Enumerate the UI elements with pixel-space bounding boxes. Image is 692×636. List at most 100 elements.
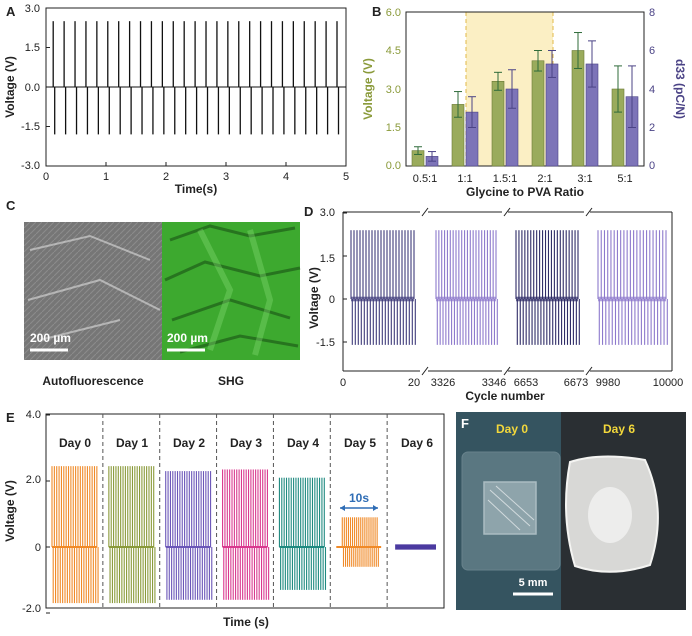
d-seg0-start: 0 (340, 377, 346, 389)
b-yl-tick-0: 6.0 (386, 7, 401, 19)
panel-a-trace (46, 21, 346, 135)
panel-f-photo: F Day 0 Day 6 5 mm (456, 412, 686, 610)
c-caption-right: SHG (218, 374, 244, 388)
a-ytick-1: 1.5 (25, 42, 40, 54)
e-ylabel: Voltage (V) (3, 480, 17, 542)
c-scale-left-label: 200 µm (30, 331, 71, 345)
panel-d-chart: 3.0 1.5 0 -1.5 0 20 3326 3346 6653 6673 … (307, 207, 683, 403)
d-ytick-1: 1.5 (320, 253, 335, 265)
b-cat-1: 1:1 (457, 173, 472, 185)
b-cat-3: 2:1 (537, 173, 552, 185)
d-break-top (503, 207, 511, 217)
e-ytick-1: 2.0 (26, 474, 41, 486)
b-yl-tick-3: 1.5 (386, 122, 401, 134)
b-yr-tick-1: 6 (649, 45, 655, 57)
e-ytick-2: 0 (35, 542, 41, 554)
b-yl-tick-1: 4.5 (386, 45, 401, 57)
b-ylabel-left: Voltage (V) (361, 58, 375, 120)
panel-e-chart: Day 0 Day 1 Day 2 Day 3 Day 4 Day 5 Day … (3, 409, 445, 629)
a-ylabel: Voltage (V) (3, 56, 17, 118)
panel-b-letter: B (372, 4, 381, 19)
panel-b-frame (405, 11, 645, 167)
panel-e-trace (51, 466, 436, 604)
a-xlabel: Time(s) (175, 182, 217, 196)
panel-c-images: 200 µm 200 µm Autofluorescence SHG (24, 222, 301, 388)
e-ytick-0: 4.0 (26, 409, 41, 421)
b-yr-tick-2: 4 (649, 84, 655, 96)
d-break-bottom (421, 366, 429, 376)
a-xtick-5: 5 (343, 171, 349, 183)
b-bar-voltage (491, 81, 505, 167)
d-ylabel: Voltage (V) (307, 267, 321, 329)
d-ytick-0: 3.0 (320, 207, 335, 219)
panel-b-bars (411, 32, 639, 167)
b-yr-tick-0: 8 (649, 7, 655, 19)
b-xlabel: Glycine to PVA Ratio (466, 185, 584, 199)
e-10s-label: 10s (349, 491, 369, 505)
a-xtick-1: 1 (103, 171, 109, 183)
c-autofluorescence-texture (24, 222, 162, 360)
a-xtick-4: 4 (283, 171, 289, 183)
b-yr-tick-4: 0 (649, 160, 655, 172)
e-day-0-label: Day 0 (59, 436, 91, 450)
e-day-5-label: Day 5 (344, 436, 376, 450)
a-ytick-0: 3.0 (25, 3, 40, 15)
b-cat-4: 3:1 (577, 173, 592, 185)
a-xtick-3: 3 (223, 171, 229, 183)
e-day-6-label: Day 6 (401, 436, 433, 450)
e-day-1-label: Day 1 (116, 436, 148, 450)
e-day6-flat (395, 544, 436, 550)
b-yr-tick-3: 2 (649, 122, 655, 134)
f-scale-label: 5 mm (519, 577, 548, 589)
panel-d-frame (342, 207, 673, 376)
b-bar-voltage (531, 60, 545, 167)
panel-d-trace (350, 230, 668, 345)
e-xlabel: Time (s) (223, 615, 269, 629)
c-shg-highlights (197, 228, 274, 356)
b-yl-tick-4: 0.0 (386, 160, 401, 172)
d-seg3-end: 10000 (653, 377, 684, 389)
d-seg2-end: 6673 (564, 377, 588, 389)
b-cat-2: 1.5:1 (493, 173, 517, 185)
panel-d-letter: D (304, 204, 313, 219)
f-day6-label: Day 6 (603, 422, 635, 436)
panel-b-chart: 6.0 4.5 3.0 1.5 0.0 8 6 4 2 0 0.5:1 1:1 … (361, 7, 687, 199)
panel-a-chart: 3.0 1.5 0.0 -1.5 -3.0 0 1 2 3 4 5 Time(s… (3, 3, 349, 196)
a-ytick-4: -3.0 (21, 160, 40, 172)
c-autofluorescence-streaks (27, 234, 161, 341)
panel-c-letter: C (6, 198, 16, 213)
panel-e-letter: E (6, 410, 15, 425)
e-day-3-label: Day 3 (230, 436, 262, 450)
c-scale-right-label: 200 µm (167, 331, 208, 345)
b-cat-0: 0.5:1 (413, 173, 437, 185)
d-xlabel: Cycle number (465, 389, 545, 403)
d-seg3-start: 9980 (596, 377, 620, 389)
d-break-top (421, 207, 429, 217)
c-shg-ridges (164, 224, 301, 354)
a-ytick-3: -1.5 (21, 121, 40, 133)
d-break-bottom (503, 366, 511, 376)
f-day0-label: Day 0 (496, 422, 528, 436)
b-cat-5: 5:1 (617, 173, 632, 185)
a-xtick-0: 0 (43, 171, 49, 183)
e-day-2-label: Day 2 (173, 436, 205, 450)
d-ytick-2: 0 (329, 294, 335, 306)
b-yl-tick-2: 3.0 (386, 84, 401, 96)
f-day0-texture (487, 485, 535, 531)
d-seg1-start: 3326 (431, 377, 455, 389)
e-day-labels: Day 0 Day 1 Day 2 Day 3 Day 4 Day 5 Day … (59, 436, 433, 450)
panel-a-letter: A (6, 4, 16, 19)
d-ytick-3: -1.5 (316, 337, 335, 349)
b-ylabel-right: d33 (pC/N) (673, 59, 687, 119)
d-break-top (585, 207, 593, 217)
d-break-bottom (585, 366, 593, 376)
d-seg0-end: 20 (408, 377, 420, 389)
panel-f-letter: F (461, 416, 469, 431)
b-bar-d33 (545, 63, 559, 167)
d-seg2-start: 6653 (514, 377, 538, 389)
c-caption-left: Autofluorescence (42, 374, 144, 388)
f-day6-blob (588, 487, 632, 543)
panel-e-frame (45, 413, 445, 609)
e-dividers (46, 414, 388, 614)
